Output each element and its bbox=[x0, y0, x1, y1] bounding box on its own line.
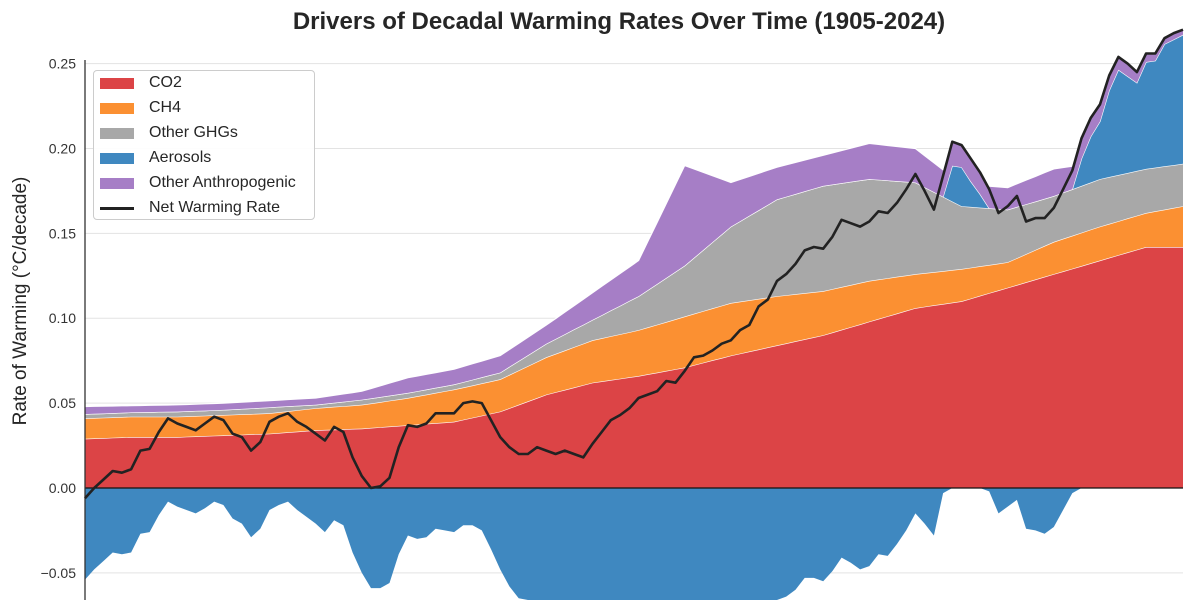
legend-item-ch4: CH4 bbox=[100, 98, 181, 118]
chart-title: Drivers of Decadal Warming Rates Over Ti… bbox=[292, 8, 946, 35]
net-warming-rate-line bbox=[84, 28, 1184, 500]
y-tick-label: 0.05 bbox=[49, 395, 76, 411]
legend-line-net bbox=[100, 206, 134, 210]
other-ghgs-area bbox=[85, 163, 1183, 419]
area-layers bbox=[84, 29, 1184, 600]
aerosols-negative-area bbox=[85, 487, 1183, 600]
y-tick-label: 0.10 bbox=[49, 310, 76, 326]
y-tick-label: 0.25 bbox=[49, 56, 76, 72]
legend-label: CH4 bbox=[149, 99, 182, 116]
legend: CO2 CH4 Other GHGs Aerosols Other Anthro… bbox=[93, 70, 315, 220]
legend-item-co2: CO2 bbox=[100, 73, 182, 93]
y-tick-label: 0.20 bbox=[49, 141, 76, 157]
legend-swatch-other-ghgs bbox=[100, 127, 134, 139]
y-tick-label: 0.15 bbox=[49, 225, 76, 241]
legend-item-net-warming-rate: Net Warming Rate bbox=[100, 198, 280, 218]
legend-item-other-anthropogenic: Other Anthropogenic bbox=[100, 173, 296, 193]
legend-item-aerosols: Aerosols bbox=[100, 148, 211, 168]
legend-label: CO2 bbox=[149, 74, 182, 91]
legend-item-other-ghgs: Other GHGs bbox=[100, 123, 238, 143]
axes bbox=[84, 28, 1184, 600]
legend-swatch-other-anthropogenic bbox=[100, 177, 134, 189]
y-tick-labels: −0.05 0.00 0.05 0.10 0.15 0.20 0.25 bbox=[41, 56, 77, 581]
legend-swatch-co2 bbox=[100, 77, 134, 89]
legend-label: Other Anthropogenic bbox=[149, 174, 296, 191]
y-tick-label: 0.00 bbox=[49, 480, 76, 496]
legend-swatch-ch4 bbox=[100, 102, 134, 114]
legend-label: Net Warming Rate bbox=[149, 199, 280, 216]
layer-edge bbox=[84, 29, 1184, 408]
legend-label: Aerosols bbox=[149, 149, 212, 166]
co2-area bbox=[85, 247, 1183, 488]
legend-swatch-aerosols bbox=[100, 152, 134, 164]
legend-label: Other GHGs bbox=[149, 124, 238, 141]
y-tick-label: −0.05 bbox=[41, 565, 77, 581]
